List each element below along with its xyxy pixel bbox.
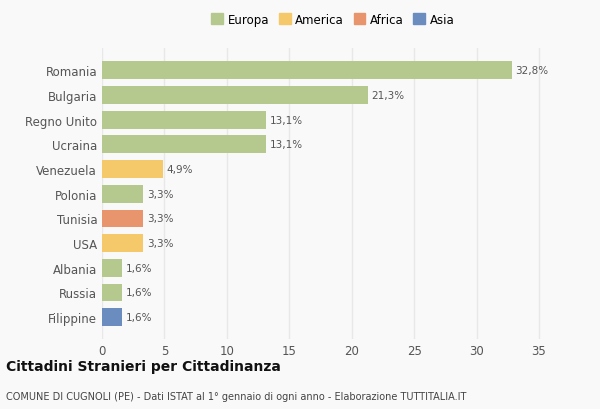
Legend: Europa, America, Africa, Asia: Europa, America, Africa, Asia [209,11,457,29]
Text: 1,6%: 1,6% [126,263,152,273]
Bar [102,62,512,80]
Bar [102,284,122,302]
Bar [102,87,368,105]
Bar [102,235,143,252]
Text: COMUNE DI CUGNOLI (PE) - Dati ISTAT al 1° gennaio di ogni anno - Elaborazione TU: COMUNE DI CUGNOLI (PE) - Dati ISTAT al 1… [6,391,466,401]
Bar [102,210,143,228]
Text: Cittadini Stranieri per Cittadinanza: Cittadini Stranieri per Cittadinanza [6,359,281,373]
Text: 4,9%: 4,9% [167,165,193,175]
Text: 32,8%: 32,8% [515,66,548,76]
Text: 3,3%: 3,3% [147,214,173,224]
Bar [102,136,266,154]
Bar [102,185,143,203]
Bar [102,259,122,277]
Text: 3,3%: 3,3% [147,189,173,199]
Text: 1,6%: 1,6% [126,312,152,322]
Text: 3,3%: 3,3% [147,238,173,249]
Bar [102,161,163,178]
Bar [102,112,266,129]
Text: 1,6%: 1,6% [126,288,152,298]
Bar [102,308,122,326]
Text: 13,1%: 13,1% [269,140,302,150]
Text: 21,3%: 21,3% [372,91,405,101]
Text: 13,1%: 13,1% [269,115,302,126]
